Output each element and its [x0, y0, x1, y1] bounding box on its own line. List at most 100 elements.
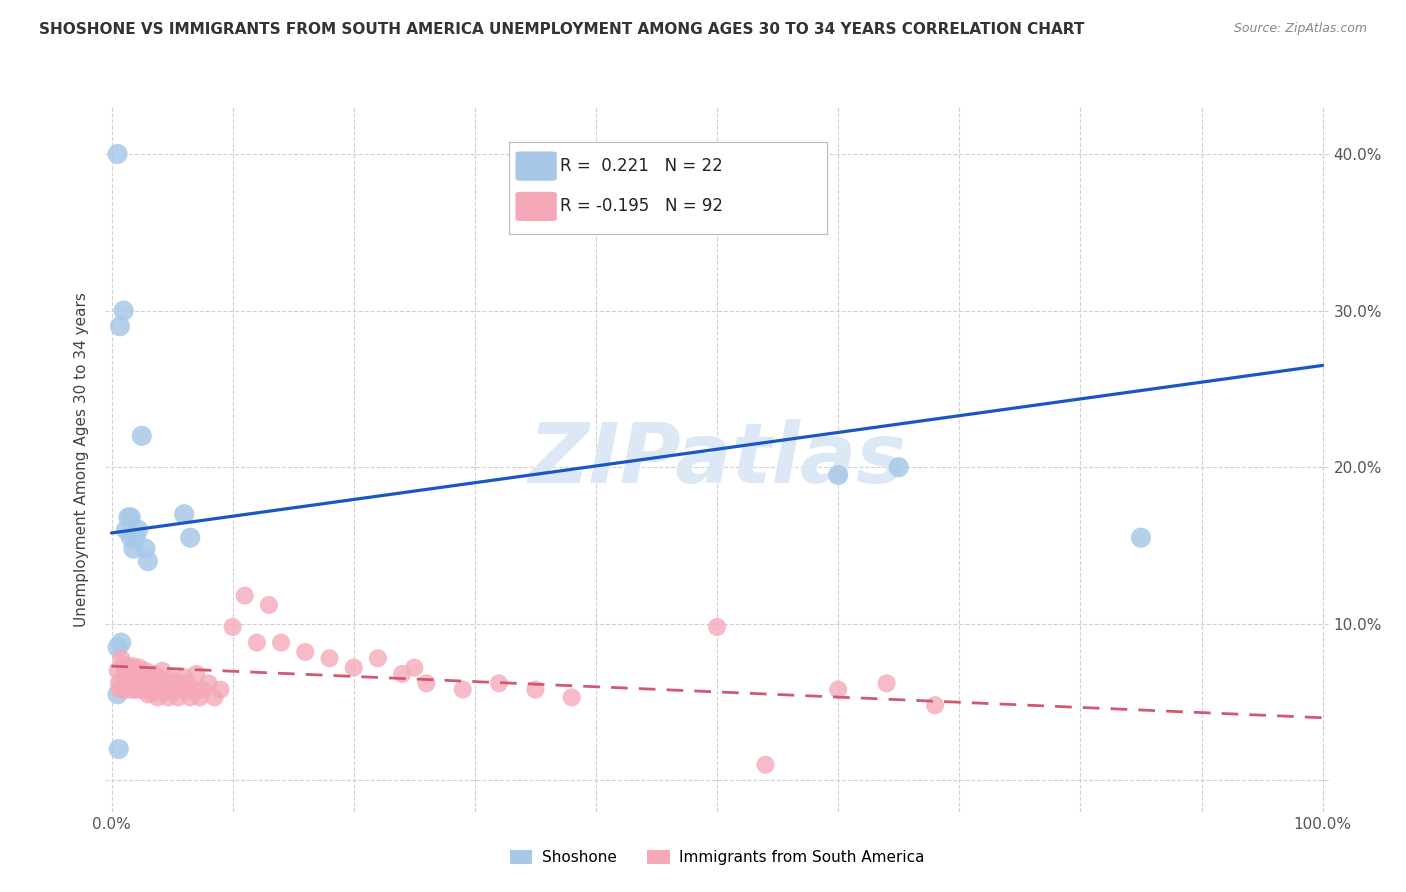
- Point: [127, 682, 149, 697]
- Point: [176, 676, 198, 690]
- Point: [143, 676, 166, 690]
- Point: [876, 676, 898, 690]
- Point: [827, 682, 849, 697]
- Point: [141, 686, 163, 700]
- Point: [451, 682, 474, 697]
- Point: [183, 682, 205, 697]
- Point: [169, 682, 191, 697]
- Point: [173, 670, 195, 684]
- Point: [118, 682, 141, 697]
- Point: [294, 645, 316, 659]
- Point: [257, 598, 280, 612]
- Point: [142, 682, 165, 697]
- Point: [150, 673, 173, 688]
- Point: [157, 690, 180, 705]
- Point: [120, 676, 142, 690]
- Point: [233, 589, 256, 603]
- Point: [179, 690, 201, 705]
- Point: [122, 541, 145, 556]
- Point: [125, 531, 148, 545]
- Point: [132, 680, 155, 694]
- Text: Source: ZipAtlas.com: Source: ZipAtlas.com: [1233, 22, 1367, 36]
- Point: [139, 682, 162, 697]
- Point: [754, 757, 776, 772]
- Point: [188, 690, 211, 705]
- Point: [120, 667, 142, 681]
- Legend: Shoshone, Immigrants from South America: Shoshone, Immigrants from South America: [503, 844, 931, 871]
- Point: [524, 682, 547, 697]
- Point: [112, 682, 135, 697]
- Point: [107, 676, 129, 690]
- Point: [415, 676, 437, 690]
- Point: [122, 659, 145, 673]
- Point: [127, 523, 149, 537]
- Point: [404, 660, 426, 674]
- Point: [149, 682, 172, 697]
- Point: [107, 742, 129, 756]
- Point: [1129, 531, 1152, 545]
- Point: [127, 676, 149, 690]
- Point: [142, 667, 165, 681]
- Point: [118, 660, 141, 674]
- Point: [150, 664, 173, 678]
- Point: [165, 674, 187, 689]
- Point: [270, 635, 292, 649]
- Point: [125, 682, 148, 697]
- Point: [131, 429, 153, 443]
- Point: [112, 303, 135, 318]
- Point: [160, 672, 183, 686]
- Point: [924, 698, 946, 713]
- Point: [121, 673, 143, 688]
- Point: [706, 620, 728, 634]
- Point: [887, 460, 910, 475]
- Point: [367, 651, 389, 665]
- Point: [117, 510, 139, 524]
- Point: [135, 673, 157, 688]
- Text: SHOSHONE VS IMMIGRANTS FROM SOUTH AMERICA UNEMPLOYMENT AMONG AGES 30 TO 34 YEARS: SHOSHONE VS IMMIGRANTS FROM SOUTH AMERIC…: [39, 22, 1085, 37]
- Y-axis label: Unemployment Among Ages 30 to 34 years: Unemployment Among Ages 30 to 34 years: [75, 292, 90, 627]
- Point: [163, 682, 186, 697]
- Point: [108, 319, 131, 334]
- Point: [156, 676, 179, 690]
- Point: [149, 676, 172, 690]
- Point: [155, 680, 177, 694]
- Point: [391, 667, 413, 681]
- Point: [136, 687, 159, 701]
- Point: [134, 676, 156, 690]
- Point: [125, 664, 148, 678]
- Point: [120, 531, 142, 545]
- Point: [110, 635, 132, 649]
- Point: [132, 667, 155, 681]
- Point: [110, 651, 132, 665]
- Point: [197, 676, 219, 690]
- Point: [129, 670, 152, 684]
- Point: [117, 667, 139, 681]
- Point: [117, 664, 139, 678]
- Point: [122, 682, 145, 697]
- Point: [221, 620, 243, 634]
- Point: [124, 676, 146, 690]
- Point: [561, 690, 583, 705]
- Point: [153, 682, 176, 697]
- Point: [145, 682, 167, 697]
- Point: [120, 510, 142, 524]
- FancyBboxPatch shape: [516, 192, 557, 221]
- Point: [343, 660, 366, 674]
- Point: [173, 507, 195, 521]
- Point: [134, 541, 156, 556]
- Text: R =  0.221   N = 22: R = 0.221 N = 22: [560, 157, 723, 175]
- Point: [112, 657, 135, 672]
- Point: [191, 682, 214, 697]
- Point: [186, 667, 208, 681]
- Point: [246, 635, 269, 649]
- Point: [152, 686, 174, 700]
- Point: [108, 682, 131, 697]
- Point: [209, 682, 232, 697]
- Point: [107, 687, 129, 701]
- Point: [167, 690, 190, 705]
- Point: [136, 676, 159, 690]
- Point: [125, 672, 148, 686]
- Point: [138, 672, 160, 686]
- Point: [204, 690, 226, 705]
- Point: [142, 676, 165, 690]
